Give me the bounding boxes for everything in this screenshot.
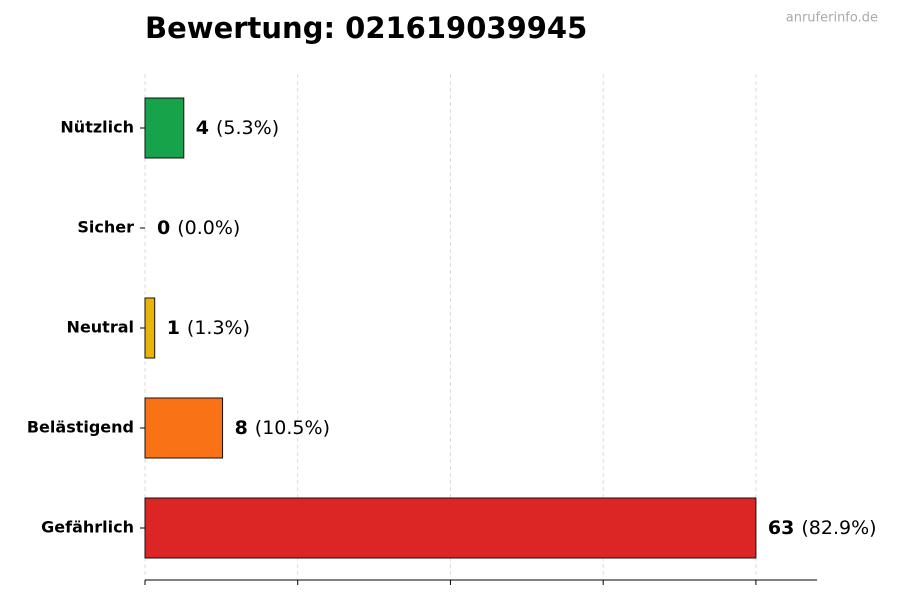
- percent-label: (10.5%): [255, 417, 330, 439]
- percent-label: (82.9%): [801, 517, 876, 539]
- data-label: 8 (10.5%): [235, 417, 330, 439]
- bar: [144, 297, 156, 359]
- y-tick-label: Nützlich: [60, 118, 134, 137]
- y-tick-label: Neutral: [67, 318, 134, 337]
- percent-label: (0.0%): [177, 217, 240, 239]
- bar: [144, 97, 185, 159]
- data-label: 1 (1.3%): [167, 317, 250, 339]
- bar: [144, 397, 224, 459]
- data-label: 0 (0.0%): [157, 217, 240, 239]
- y-tick-label: Gefährlich: [41, 518, 134, 537]
- watermark: anruferinfo.de: [786, 11, 878, 26]
- value-label: 1: [167, 317, 180, 339]
- value-label: 0: [157, 217, 170, 239]
- chart-title: Bewertung: 021619039945: [145, 11, 587, 45]
- value-label: 4: [196, 117, 209, 139]
- percent-label: (5.3%): [216, 117, 279, 139]
- y-tick-label: Belästigend: [27, 418, 134, 437]
- data-label: 4 (5.3%): [196, 117, 279, 139]
- data-label: 63 (82.9%): [768, 517, 877, 539]
- bar: [144, 497, 757, 559]
- value-label: 8: [235, 417, 248, 439]
- percent-label: (1.3%): [187, 317, 250, 339]
- value-label: 63: [768, 517, 794, 539]
- y-tick-label: Sicher: [77, 218, 134, 237]
